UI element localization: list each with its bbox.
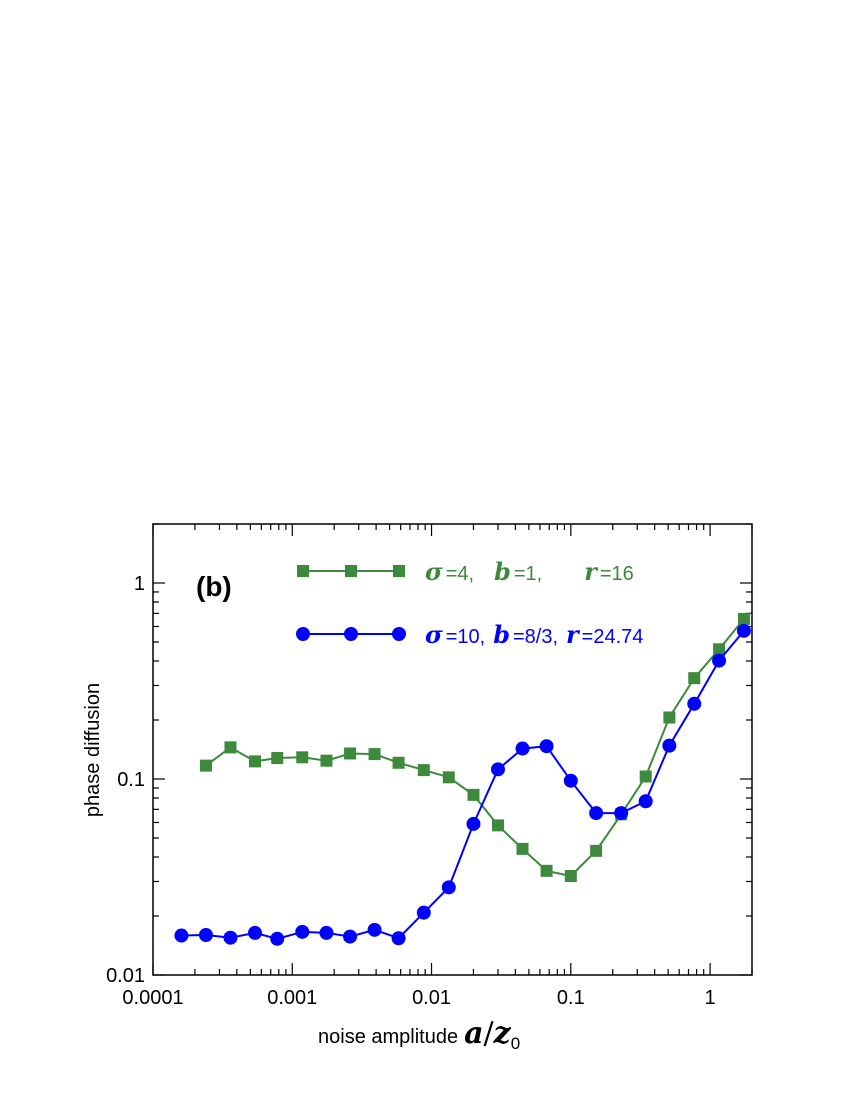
tick-labels: 0.0001 0.001 0.01 0.1 1 0.01 0.1 1 bbox=[106, 573, 716, 1009]
legend-r-symbol: r bbox=[584, 557, 599, 586]
data-point-circle bbox=[367, 922, 382, 937]
x-axis-title: noise amplitude a/z0 bbox=[318, 1016, 520, 1053]
data-point-square bbox=[737, 612, 750, 625]
legend-b-value: =8/3, bbox=[513, 626, 558, 648]
data-point-square bbox=[713, 643, 726, 656]
data-point-square bbox=[224, 741, 237, 754]
series-layer bbox=[174, 612, 751, 946]
data-point-circle bbox=[736, 623, 751, 638]
data-point-circle bbox=[270, 931, 285, 946]
plot-area bbox=[152, 523, 753, 976]
legend-marker-circle bbox=[392, 627, 406, 641]
data-point-square bbox=[590, 844, 603, 857]
data-point-square bbox=[296, 751, 309, 764]
data-point-square bbox=[417, 764, 430, 777]
data-point-square bbox=[491, 819, 504, 832]
data-point-square bbox=[564, 869, 577, 882]
legend-marker-square bbox=[345, 565, 357, 577]
data-point-circle bbox=[687, 696, 702, 711]
legend: σ =4, b =1, r =16 σ =10, b =8/3, r =24.74 bbox=[296, 557, 643, 649]
data-point-square bbox=[639, 770, 652, 783]
x-axis-math-a: a bbox=[464, 1016, 483, 1051]
data-point-circle bbox=[712, 653, 727, 668]
data-point-circle bbox=[466, 816, 481, 831]
data-point-circle bbox=[638, 794, 653, 809]
legend-r-symbol: r bbox=[566, 620, 581, 649]
data-point-circle bbox=[441, 880, 456, 895]
data-point-square bbox=[320, 754, 333, 767]
x-axis-math-z: z bbox=[493, 1016, 512, 1051]
data-point-circle bbox=[295, 924, 310, 939]
data-point-circle bbox=[515, 741, 530, 756]
legend-entry-green: σ =4, b =1, r =16 bbox=[297, 557, 634, 586]
data-point-circle bbox=[490, 762, 505, 777]
data-point-square bbox=[344, 747, 357, 760]
legend-sigma-symbol: σ bbox=[425, 620, 443, 649]
data-point-circle bbox=[319, 925, 334, 940]
x-tick-label: 0.01 bbox=[412, 987, 451, 1009]
data-point-square bbox=[467, 788, 480, 801]
data-point-circle bbox=[343, 929, 358, 944]
data-point-circle bbox=[247, 925, 262, 940]
legend-marker-circle bbox=[344, 627, 358, 641]
legend-r-value: =16 bbox=[600, 563, 634, 585]
x-tick-label: 0.1 bbox=[557, 987, 585, 1009]
y-axis-title: phase diffusion bbox=[82, 683, 104, 817]
data-point-circle bbox=[198, 927, 213, 942]
data-point-circle bbox=[223, 930, 238, 945]
data-point-circle bbox=[589, 806, 604, 821]
x-tick-label: 0.0001 bbox=[122, 987, 183, 1009]
x-axis-math-slash: / bbox=[484, 1016, 495, 1051]
data-point-square bbox=[271, 751, 284, 764]
legend-marker-circle bbox=[296, 627, 310, 641]
data-point-square bbox=[540, 864, 553, 877]
legend-sigma-value: =10, bbox=[446, 626, 485, 648]
x-axis-math-subscript: 0 bbox=[511, 1034, 520, 1053]
legend-b-symbol: b bbox=[494, 557, 511, 586]
data-point-square bbox=[516, 842, 529, 855]
x-tick-label: 1 bbox=[705, 987, 716, 1009]
legend-sigma-value: =4, bbox=[446, 563, 474, 585]
data-point-square bbox=[392, 756, 405, 769]
legend-marker-square bbox=[393, 565, 405, 577]
legend-b-value: =1, bbox=[514, 563, 542, 585]
legend-label-blue: σ =10, b =8/3, r =24.74 bbox=[425, 620, 643, 649]
series-green bbox=[199, 612, 750, 882]
data-point-circle bbox=[539, 739, 554, 754]
series-blue bbox=[174, 623, 751, 946]
legend-b-symbol: b bbox=[493, 620, 510, 649]
panel-label: (b) bbox=[196, 571, 232, 602]
legend-entry-blue: σ =10, b =8/3, r =24.74 bbox=[296, 620, 643, 649]
data-point-circle bbox=[614, 806, 629, 821]
plot-frame bbox=[152, 523, 753, 976]
series-line bbox=[181, 630, 745, 940]
legend-r-value: =24.74 bbox=[582, 626, 644, 648]
x-axis-title-text: noise amplitude bbox=[318, 1026, 458, 1048]
y-tick-label: 1 bbox=[134, 573, 145, 595]
y-tick-label: 0.01 bbox=[106, 965, 145, 987]
legend-sigma-symbol: σ bbox=[425, 557, 443, 586]
axis-ticks bbox=[152, 523, 753, 976]
data-point-square bbox=[442, 771, 455, 784]
data-point-circle bbox=[174, 928, 189, 943]
data-point-square bbox=[248, 755, 261, 768]
data-point-square bbox=[199, 759, 212, 772]
data-point-circle bbox=[416, 905, 431, 920]
y-tick-label: 0.1 bbox=[117, 769, 145, 791]
data-point-square bbox=[368, 748, 381, 761]
data-point-circle bbox=[563, 773, 578, 788]
data-point-circle bbox=[662, 738, 677, 753]
legend-label-green: σ =4, b =1, r =16 bbox=[425, 557, 634, 586]
data-point-square bbox=[688, 672, 701, 685]
legend-marker-square bbox=[297, 565, 309, 577]
x-tick-label: 0.001 bbox=[267, 987, 317, 1009]
data-point-square bbox=[663, 711, 676, 724]
data-point-circle bbox=[391, 931, 406, 946]
